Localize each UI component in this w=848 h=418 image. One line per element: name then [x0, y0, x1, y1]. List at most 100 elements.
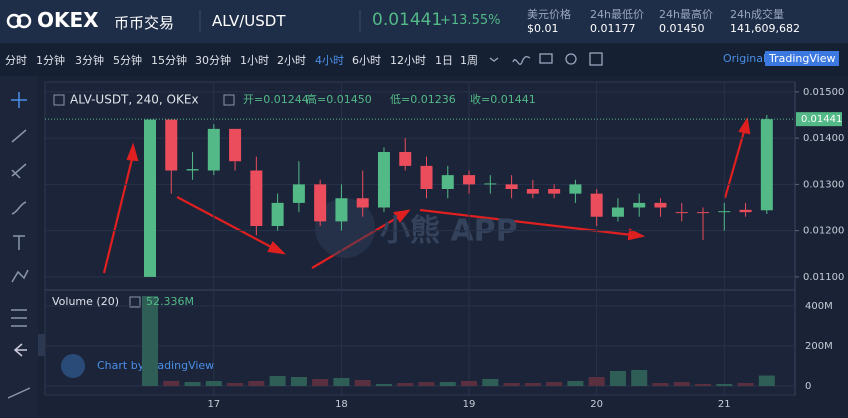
brand: OKEX — [37, 8, 99, 32]
volume-bar — [205, 381, 222, 386]
last-price-box — [796, 112, 842, 127]
volume-bar — [503, 383, 520, 386]
x-tick-label: 17 — [207, 399, 220, 410]
stat-label: 24h成交量 — [730, 8, 784, 21]
interval-button[interactable]: 5分钟 — [113, 54, 142, 67]
interval-button[interactable]: 4小时 — [315, 54, 344, 67]
volume-bar — [716, 384, 733, 386]
volume-bar — [312, 379, 329, 386]
view-toggle[interactable]: TradingView — [765, 51, 840, 66]
volume-bar — [482, 379, 499, 386]
volume-value: 52.336M — [146, 295, 194, 308]
candle-body — [165, 119, 178, 171]
interval-button[interactable]: 1小时 — [240, 54, 269, 67]
candle-body — [760, 119, 773, 211]
volume-bar — [673, 382, 690, 386]
candle-body — [739, 209, 752, 213]
price-change: +13.55% — [440, 13, 501, 28]
y-tick-label: 0.01500 — [803, 87, 844, 98]
candle-body — [441, 175, 454, 190]
interval-button[interactable]: 15分钟 — [151, 54, 187, 67]
volume-bar — [290, 377, 307, 386]
collapse-icon — [53, 94, 65, 106]
last-price: 0.01441 — [372, 10, 443, 30]
volume-bar — [439, 382, 456, 386]
candle-body — [250, 170, 263, 227]
logo-icon — [16, 13, 32, 29]
volume-bar — [269, 376, 286, 386]
volume-bar — [397, 383, 414, 386]
candle-body — [526, 189, 539, 194]
volume-bar — [163, 381, 180, 386]
interval-button[interactable]: 6小时 — [352, 54, 381, 67]
candle-body — [271, 202, 284, 227]
stat-value: 0.01177 — [590, 22, 636, 35]
interval-button[interactable]: 12小时 — [390, 54, 426, 67]
candle-body — [229, 128, 242, 162]
candle-body — [633, 202, 646, 208]
sidebar-icons — [7, 92, 31, 399]
nav-link[interactable]: 币币交易 — [114, 14, 175, 32]
logo-icon — [6, 13, 22, 29]
collapse-tab[interactable] — [38, 334, 45, 356]
candle-body — [292, 184, 305, 203]
candle-body — [144, 119, 156, 277]
volume-bar — [524, 383, 541, 386]
stat-label: 24h最低价 — [590, 8, 644, 21]
legend-item: 高=0.01450 — [306, 92, 372, 106]
stat-label: 美元价格 — [527, 8, 571, 21]
volume-bar — [418, 382, 435, 386]
y-tick-label: 0.01100 — [803, 272, 844, 283]
candle-body — [356, 198, 369, 208]
volume-title: Volume (20) — [52, 295, 119, 308]
legend-icon — [129, 296, 141, 308]
legend-item: 收=0.01441 — [470, 92, 536, 106]
legend-item: 开=0.01244 — [243, 93, 309, 106]
candle-body — [548, 189, 561, 194]
candle-body — [675, 212, 688, 214]
legend-icon — [223, 94, 235, 106]
last-price-label: 0.01441 — [801, 114, 842, 125]
interval-button[interactable]: 3分钟 — [75, 54, 104, 67]
stat-label: 24h最高价 — [659, 8, 713, 21]
y-tick-label: 0.01400 — [803, 133, 844, 144]
interval-button[interactable]: 分时 — [5, 54, 27, 67]
candle-body — [335, 198, 348, 222]
candle-body — [697, 212, 710, 214]
candle-body — [463, 175, 476, 185]
volume-bar — [652, 383, 669, 386]
volume-bar — [695, 384, 712, 386]
interval-button[interactable]: 1日 — [435, 54, 453, 67]
interval-button[interactable]: 1周 — [460, 54, 478, 67]
legend-item: 低=0.01236 — [390, 93, 456, 106]
candle-body — [377, 152, 390, 208]
volume-bar — [333, 378, 350, 386]
x-tick-label: 18 — [335, 399, 348, 410]
volume-bar — [248, 381, 265, 386]
volume-bar — [461, 381, 478, 386]
candle-body — [420, 165, 433, 190]
volume-bar — [758, 375, 775, 386]
volume-bar — [227, 383, 244, 386]
interval-button[interactable]: 2小时 — [277, 54, 306, 67]
candle-body — [611, 207, 624, 217]
interval-button[interactable]: 30分钟 — [195, 54, 231, 67]
x-tick-label: 19 — [463, 399, 476, 410]
y-tick-label: 0 — [805, 381, 811, 392]
interval-button[interactable]: 1分钟 — [36, 54, 65, 67]
stat-value: 141,609,682 — [730, 22, 800, 35]
candle-body — [718, 211, 731, 213]
legend-symbol: ALV-USDT, 240, OKEx — [70, 93, 199, 107]
pair-selector[interactable]: ALV/USDT — [212, 12, 286, 30]
volume-bar — [546, 382, 563, 386]
candle-body — [590, 193, 603, 217]
candle-body — [484, 183, 497, 185]
volume-bar — [631, 370, 648, 386]
stat-value: $0.01 — [527, 22, 559, 35]
candle-body — [207, 128, 220, 171]
candle-body — [569, 184, 582, 194]
stat-value: 0.01450 — [659, 22, 705, 35]
candle-body — [314, 184, 327, 222]
view-toggle[interactable]: Original — [723, 52, 767, 65]
